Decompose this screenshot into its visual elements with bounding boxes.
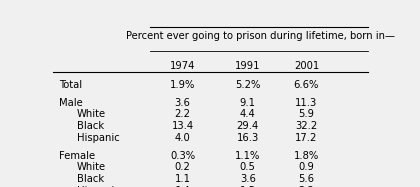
Text: 2.2: 2.2 xyxy=(298,186,315,187)
Text: 1991: 1991 xyxy=(235,61,260,71)
Text: Total: Total xyxy=(59,80,82,90)
Text: 5.9: 5.9 xyxy=(298,109,315,119)
Text: Black: Black xyxy=(77,121,104,131)
Text: 5.6: 5.6 xyxy=(298,174,315,184)
Text: 13.4: 13.4 xyxy=(172,121,194,131)
Text: 3.6: 3.6 xyxy=(175,98,191,108)
Text: Percent ever going to prison during lifetime, born in—: Percent ever going to prison during life… xyxy=(126,31,395,41)
Text: 16.3: 16.3 xyxy=(237,133,259,143)
Text: Hispanic: Hispanic xyxy=(77,186,120,187)
Text: 4.0: 4.0 xyxy=(175,133,191,143)
Text: 17.2: 17.2 xyxy=(295,133,318,143)
Text: 1.1: 1.1 xyxy=(175,174,191,184)
Text: White: White xyxy=(77,109,106,119)
Text: Hispanic: Hispanic xyxy=(77,133,120,143)
Text: Black: Black xyxy=(77,174,104,184)
Text: 4.4: 4.4 xyxy=(240,109,256,119)
Text: 0.3%: 0.3% xyxy=(170,151,195,161)
Text: 0.5: 0.5 xyxy=(240,162,256,172)
Text: 1.5: 1.5 xyxy=(240,186,256,187)
Text: Female: Female xyxy=(59,151,95,161)
Text: 0.9: 0.9 xyxy=(299,162,314,172)
Text: 9.1: 9.1 xyxy=(240,98,256,108)
Text: 1974: 1974 xyxy=(170,61,195,71)
Text: 2001: 2001 xyxy=(294,61,319,71)
Text: 1.8%: 1.8% xyxy=(294,151,319,161)
Text: 11.3: 11.3 xyxy=(295,98,318,108)
Text: 0.2: 0.2 xyxy=(175,162,191,172)
Text: White: White xyxy=(77,162,106,172)
Text: Male: Male xyxy=(59,98,83,108)
Text: 0.4: 0.4 xyxy=(175,186,191,187)
Text: 5.2%: 5.2% xyxy=(235,80,260,90)
Text: 29.4: 29.4 xyxy=(237,121,259,131)
Text: 32.2: 32.2 xyxy=(295,121,318,131)
Text: 1.1%: 1.1% xyxy=(235,151,260,161)
Text: 1.9%: 1.9% xyxy=(170,80,195,90)
Text: 2.2: 2.2 xyxy=(175,109,191,119)
Text: 6.6%: 6.6% xyxy=(294,80,319,90)
Text: 3.6: 3.6 xyxy=(240,174,256,184)
